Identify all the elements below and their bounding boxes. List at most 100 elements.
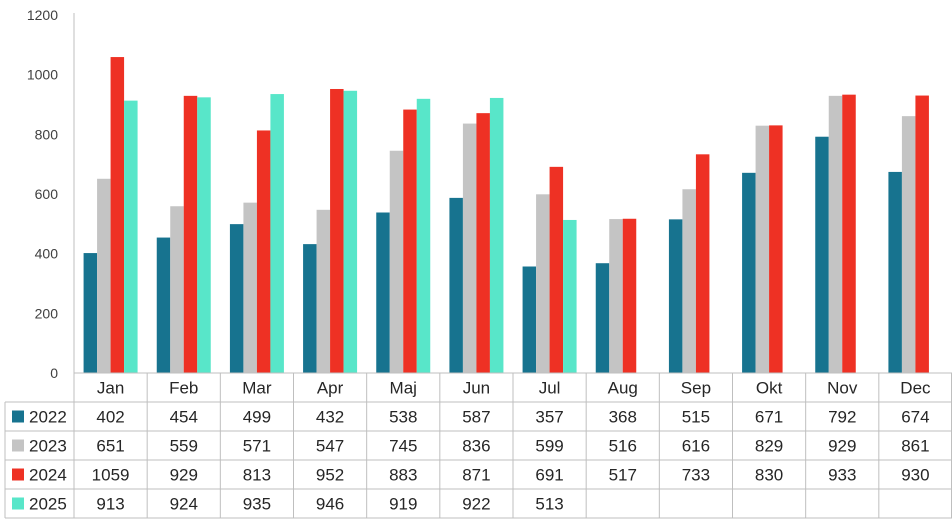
data-label: 357 xyxy=(535,408,563,427)
data-label: 913 xyxy=(96,495,124,514)
data-label: 919 xyxy=(389,495,417,514)
data-label: 883 xyxy=(389,466,417,485)
x-tick-label: Jul xyxy=(539,379,561,398)
legend-swatch-2022 xyxy=(12,410,24,423)
bar-2025-Feb xyxy=(197,97,211,373)
bar-2022-Sep xyxy=(668,219,683,373)
bar-2024-Jan xyxy=(110,57,125,374)
data-label: 1059 xyxy=(92,466,130,485)
bar-2023-Maj xyxy=(389,150,404,373)
bar-2024-Maj xyxy=(403,109,417,373)
bar-2024-Apr xyxy=(330,88,344,374)
data-table: Jan Feb Mar Apr Maj Jun Jul Aug Sep Okt Nov Dec 2022… xyxy=(4,372,952,519)
x-tick-label: Nov xyxy=(827,379,858,398)
data-label: 830 xyxy=(755,466,783,485)
x-tick-label: Jun xyxy=(463,379,490,398)
bar-2024-Aug xyxy=(622,218,637,373)
x-tick-label: Sep xyxy=(681,379,711,398)
data-label: 836 xyxy=(462,437,490,456)
bar-2023-Mar xyxy=(243,202,257,373)
bar-2022-Jun xyxy=(449,197,463,373)
bar-2024-Feb xyxy=(183,95,198,373)
data-label: 599 xyxy=(535,437,563,456)
y-tick-label: 1000 xyxy=(27,67,58,83)
bar-2023-Okt xyxy=(755,125,770,374)
data-label: 651 xyxy=(96,437,124,456)
data-label: 517 xyxy=(609,466,637,485)
bar-2022-Feb xyxy=(156,237,171,373)
data-label: 745 xyxy=(389,437,417,456)
y-tick-label: 600 xyxy=(35,186,59,202)
bar-2023-Jul xyxy=(536,194,550,373)
data-label: 691 xyxy=(535,466,563,485)
data-label: 571 xyxy=(243,437,271,456)
data-label: 813 xyxy=(243,466,271,485)
y-tick-label: 200 xyxy=(35,305,59,321)
data-label: 935 xyxy=(243,495,271,514)
x-tick-label: Maj xyxy=(390,379,417,398)
data-label: 792 xyxy=(828,408,856,427)
data-label: 368 xyxy=(609,408,637,427)
bar-2023-Dec xyxy=(901,116,916,373)
y-tick-label: 1200 xyxy=(27,7,58,23)
data-label: 946 xyxy=(316,495,344,514)
bar-2024-Jul xyxy=(549,166,564,373)
bar-2025-Jul xyxy=(563,219,577,373)
data-label: 671 xyxy=(755,408,783,427)
x-tick-label: Mar xyxy=(242,379,272,398)
bar-2023-Jan xyxy=(97,178,111,373)
x-tick-label: Apr xyxy=(317,379,344,398)
data-label: 922 xyxy=(462,495,490,514)
data-label: 499 xyxy=(243,408,271,427)
data-label: 402 xyxy=(96,408,124,427)
data-label: 454 xyxy=(170,408,198,427)
bar-2025-Maj xyxy=(416,98,431,373)
bar-2024-Nov xyxy=(842,94,856,373)
y-axis: 0 200 400 600 800 1000 1200 xyxy=(27,7,75,381)
data-label: 432 xyxy=(316,408,344,427)
legend-label: 2022 xyxy=(29,408,67,427)
data-label: 516 xyxy=(609,437,637,456)
data-label: 674 xyxy=(901,408,929,427)
bar-2022-Mar xyxy=(229,224,244,373)
bars xyxy=(83,57,929,374)
x-tick-label: Aug xyxy=(608,379,638,398)
bar-2023-Jun xyxy=(462,123,477,373)
data-label: 929 xyxy=(170,466,198,485)
x-tick-label: Feb xyxy=(169,379,198,398)
legend-label: 2025 xyxy=(29,495,67,514)
bar-2022-Dec xyxy=(888,171,902,373)
bar-2025-Jun xyxy=(489,97,504,373)
bar-2022-Okt xyxy=(742,172,756,373)
data-label: 616 xyxy=(682,437,710,456)
bar-2023-Nov xyxy=(828,95,843,373)
data-label: 547 xyxy=(316,437,344,456)
data-label: 929 xyxy=(828,437,856,456)
bar-2025-Mar xyxy=(270,94,284,373)
data-label: 861 xyxy=(901,437,929,456)
data-label: 515 xyxy=(682,408,710,427)
y-tick-label: 400 xyxy=(35,246,59,262)
data-label: 924 xyxy=(170,495,198,514)
bar-2022-Apr xyxy=(303,244,317,373)
bar-2024-Sep xyxy=(695,154,710,373)
x-tick-label: Okt xyxy=(756,379,783,398)
bar-2024-Mar xyxy=(256,130,271,373)
y-tick-label: 800 xyxy=(35,126,59,142)
bar-2025-Apr xyxy=(343,90,358,373)
bar-2025-Jan xyxy=(124,100,138,374)
bar-2022-Maj xyxy=(376,212,390,373)
bar-2022-Jan xyxy=(83,253,98,373)
legend-swatch-2024 xyxy=(12,468,24,481)
bar-2024-Jun xyxy=(476,113,490,374)
data-label: 559 xyxy=(170,437,198,456)
bar-2024-Dec xyxy=(915,95,929,374)
data-label: 513 xyxy=(535,495,563,514)
bar-2023-Apr xyxy=(316,209,331,373)
data-label: 930 xyxy=(901,466,929,485)
data-label: 933 xyxy=(828,466,856,485)
data-label: 587 xyxy=(462,408,490,427)
y-tick-label: 0 xyxy=(50,365,58,381)
bar-2023-Feb xyxy=(170,206,184,373)
